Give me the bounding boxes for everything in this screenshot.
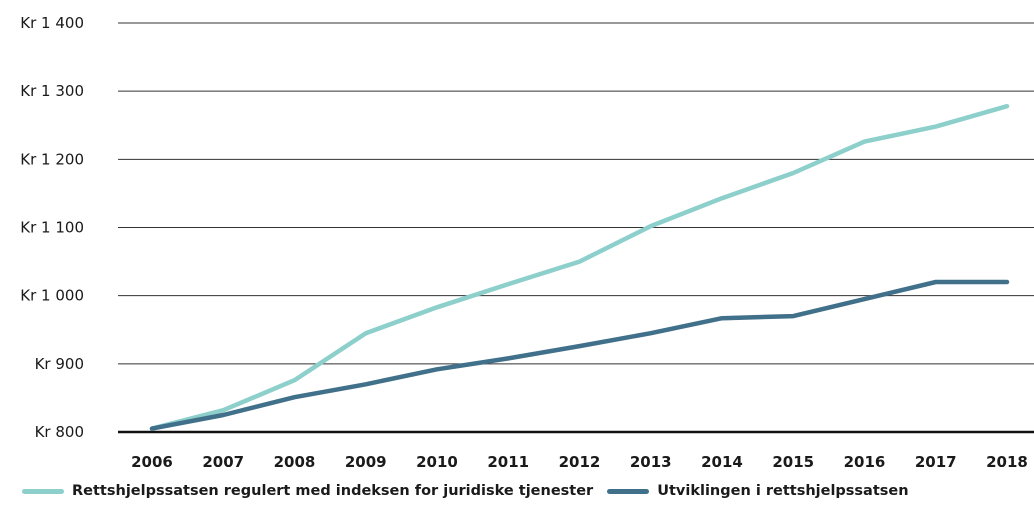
x-tick-label: 2006: [131, 453, 173, 470]
x-tick-label: 2016: [844, 453, 886, 470]
y-axis-ticks: Kr 800 Kr 900 Kr 1 000 Kr 1 100 Kr 1 200 Kr 1…: [20, 14, 84, 441]
legend-item-actual: Utviklingen i rettshjelpssatsen: [607, 483, 909, 499]
x-tick-label: 2010: [416, 453, 458, 470]
x-tick-label: 2012: [559, 453, 601, 470]
y-tick-label: Kr 1 400: [20, 14, 84, 32]
x-tick-label: 2017: [915, 453, 957, 470]
y-tick-label: Kr 1 000: [20, 287, 84, 305]
x-tick-label: 2007: [202, 453, 244, 470]
y-tick-label: Kr 1 100: [20, 219, 84, 237]
y-tick-label: Kr 900: [35, 355, 84, 373]
x-tick-label: 2013: [630, 453, 672, 470]
series-line-index: [149, 103, 1010, 431]
legend-label-index: Rettshjelpssatsen regulert med indeksen …: [72, 483, 594, 499]
x-axis-ticks: 2006 2007 2008 2009 2010 2011 2012 2013 2014 2015…: [131, 453, 1028, 470]
x-tick-label: 2015: [772, 453, 814, 470]
legend-label-actual: Utviklingen i rettshjelpssatsen: [657, 483, 909, 499]
legend-swatch-actual: [607, 488, 650, 494]
x-tick-label: 2009: [345, 453, 387, 470]
series-lines: [149, 103, 1010, 431]
y-tick-label: Kr 800: [35, 423, 84, 441]
gridlines: [118, 22, 1034, 434]
series-line-actual: [149, 279, 1010, 431]
x-tick-label: 2008: [274, 453, 316, 470]
y-tick-label: Kr 1 200: [20, 150, 84, 168]
y-tick-label: Kr 1 300: [20, 82, 84, 100]
legend-item-index: Rettshjelpssatsen regulert med indeksen …: [22, 483, 593, 499]
legend-swatch-index: [22, 488, 64, 494]
x-tick-label: 2018: [986, 453, 1028, 470]
legend: Rettshjelpssatsen regulert med indeksen …: [22, 483, 923, 499]
x-tick-label: 2014: [701, 453, 743, 470]
x-tick-label: 2011: [487, 453, 529, 470]
line-chart: Kr 800 Kr 900 Kr 1 000 Kr 1 100 Kr 1 200 Kr 1…: [20, 14, 1034, 470]
